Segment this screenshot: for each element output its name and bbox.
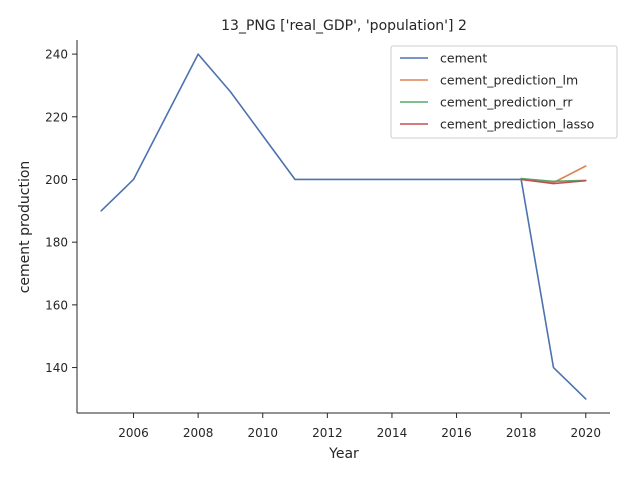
legend-label-cement-prediction-rr: cement_prediction_rr [440, 95, 573, 110]
x-tick-label: 2012 [312, 426, 343, 440]
x-tick-label: 2020 [570, 426, 601, 440]
legend: cement cement_prediction_lm cement_predict… [390, 45, 618, 139]
chart-title: 13_PNG ['real_GDP', 'population'] 2 [221, 18, 467, 34]
y-tick-label: 200 [45, 173, 68, 187]
x-axis-ticks: 2006 2008 2010 2012 2014 2016 2018 2020 [118, 413, 601, 440]
y-tick-label: 160 [45, 298, 68, 312]
series-line-cement-prediction-rr [520, 177, 587, 183]
x-tick-label: 2014 [377, 426, 408, 440]
y-tick-label: 240 [45, 48, 68, 62]
x-axis-label: Year [328, 446, 359, 462]
x-tick-label: 2008 [183, 426, 214, 440]
series-line-cement [100, 53, 587, 400]
legend-box [390, 45, 618, 139]
x-tick-label: 2018 [506, 426, 537, 440]
x-tick-label: 2016 [441, 426, 472, 440]
y-tick-label: 180 [45, 236, 68, 250]
series-layer [100, 53, 587, 400]
legend-label-cement: cement [440, 51, 487, 66]
x-tick-label: 2006 [118, 426, 149, 440]
plot-area: 2006 2008 2010 2012 2014 2016 2018 2020 1401601… [45, 40, 610, 440]
y-axis-label: cement production [17, 161, 33, 294]
legend-label-cement-prediction-lm: cement_prediction_lm [440, 73, 578, 88]
legend-label-cement-prediction-lasso: cement_prediction_lasso [440, 117, 594, 132]
series-line-cement-prediction-lasso [520, 178, 587, 185]
y-tick-label: 140 [45, 361, 68, 375]
y-tick-label: 220 [45, 110, 68, 124]
y-axis-ticks: 140 160 180 200 220 240 [45, 48, 77, 375]
x-tick-label: 2010 [247, 426, 278, 440]
